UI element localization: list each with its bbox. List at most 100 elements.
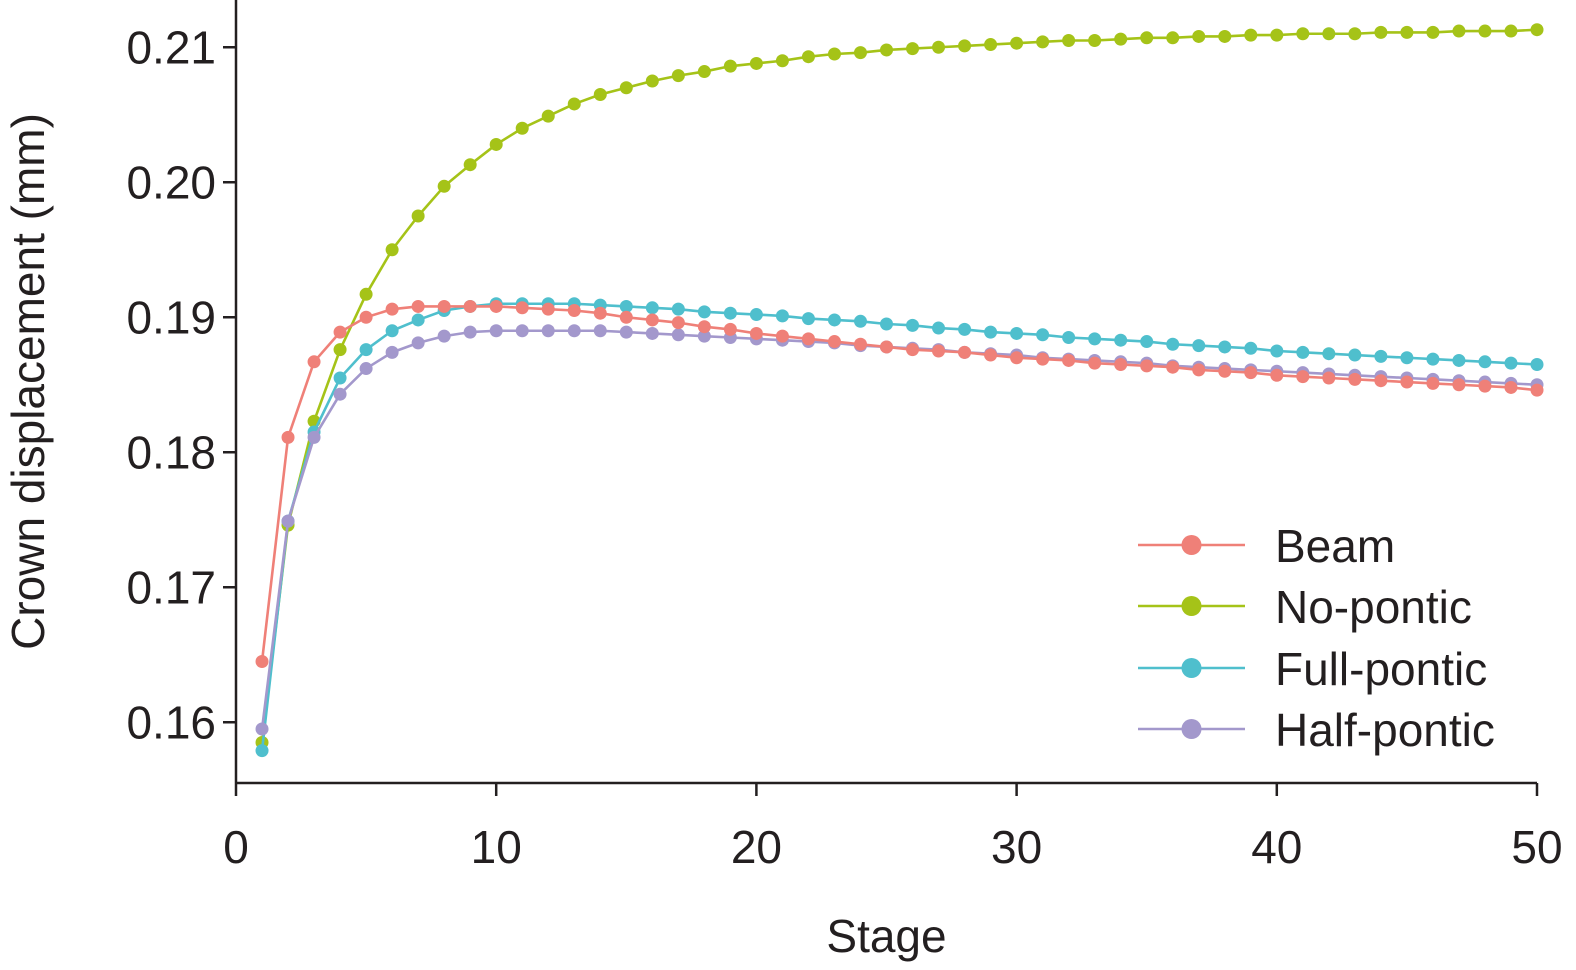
x-axis-ticks: 0 10 20 30 40 50 <box>223 783 1563 873</box>
data-point-no-pontic <box>1452 24 1466 38</box>
data-point-no-pontic <box>359 287 373 301</box>
data-point-no-pontic <box>801 50 815 64</box>
data-point-beam <box>1400 375 1414 389</box>
axes <box>234 0 1537 785</box>
x-axis-title: Stage <box>826 910 946 962</box>
series-no-pontic <box>255 23 1544 749</box>
legend-marker <box>1181 719 1202 739</box>
data-point-beam <box>932 344 946 358</box>
data-point-full-pontic <box>801 312 815 326</box>
data-point-no-pontic <box>1192 29 1206 43</box>
data-point-no-pontic <box>1088 34 1102 47</box>
data-point-no-pontic <box>411 209 425 223</box>
data-point-full-pontic <box>1348 348 1362 362</box>
data-point-beam <box>1296 370 1310 384</box>
data-point-beam <box>333 325 347 339</box>
data-point-full-pontic <box>333 371 347 385</box>
legend-item-no-pontic: No-pontic <box>1138 581 1472 633</box>
data-point-beam <box>1062 353 1076 367</box>
data-point-no-pontic <box>385 243 399 257</box>
data-point-beam <box>281 430 295 444</box>
data-point-beam <box>1452 378 1466 392</box>
data-point-half-pontic <box>567 324 581 338</box>
data-point-full-pontic <box>853 314 867 328</box>
data-point-full-pontic <box>1166 337 1180 351</box>
legend-item-beam: Beam <box>1138 520 1395 572</box>
data-point-no-pontic <box>697 65 711 79</box>
y-tick-label: 0.20 <box>126 156 216 208</box>
data-point-full-pontic <box>723 306 737 320</box>
data-point-no-pontic <box>1426 25 1440 39</box>
data-point-full-pontic <box>1504 356 1518 370</box>
data-point-full-pontic <box>1010 326 1024 340</box>
data-point-full-pontic <box>1244 341 1258 355</box>
data-point-half-pontic <box>437 329 451 343</box>
data-point-full-pontic <box>1296 345 1310 359</box>
data-point-beam <box>1530 383 1544 397</box>
data-point-beam <box>1244 366 1258 380</box>
data-point-no-pontic <box>1062 34 1076 47</box>
data-point-beam <box>671 316 685 330</box>
data-point-beam <box>645 313 659 327</box>
data-point-full-pontic <box>1192 339 1206 353</box>
data-point-beam <box>1426 376 1440 390</box>
data-point-no-pontic <box>1010 36 1024 50</box>
data-point-beam <box>1192 363 1206 377</box>
data-point-half-pontic <box>619 325 633 339</box>
data-point-full-pontic <box>906 318 920 332</box>
data-point-half-pontic <box>515 324 529 338</box>
legend-label: No-pontic <box>1275 581 1472 633</box>
plot-series <box>255 23 1544 758</box>
data-point-beam <box>906 343 920 357</box>
data-point-full-pontic <box>671 302 685 316</box>
data-point-half-pontic <box>463 325 477 339</box>
data-point-half-pontic <box>489 324 503 338</box>
data-point-no-pontic <box>1140 31 1154 45</box>
data-point-beam <box>619 310 633 324</box>
data-point-no-pontic <box>1478 24 1492 38</box>
data-point-no-pontic <box>1166 31 1180 45</box>
data-point-full-pontic <box>958 322 972 336</box>
data-point-beam <box>1348 372 1362 386</box>
data-point-full-pontic <box>932 321 946 335</box>
data-point-beam <box>1218 364 1232 378</box>
data-point-no-pontic <box>827 47 841 61</box>
data-point-no-pontic <box>1270 28 1284 42</box>
legend-marker <box>1181 596 1202 616</box>
x-tick-label: 30 <box>991 821 1042 873</box>
data-point-full-pontic <box>1088 332 1102 346</box>
legend-marker <box>1181 658 1202 678</box>
series-line-no-pontic <box>260 28 1538 743</box>
data-point-full-pontic <box>411 313 425 327</box>
data-point-beam <box>880 340 893 354</box>
data-point-beam <box>255 655 269 668</box>
data-point-half-pontic <box>307 430 321 444</box>
x-tick-label: 10 <box>471 821 522 873</box>
data-point-beam <box>853 337 867 351</box>
series-beam <box>255 299 1544 668</box>
data-point-no-pontic <box>880 43 893 57</box>
data-point-no-pontic <box>1348 27 1362 41</box>
data-point-no-pontic <box>541 109 555 123</box>
data-point-no-pontic <box>853 46 867 60</box>
data-point-no-pontic <box>463 158 477 172</box>
data-point-no-pontic <box>1036 35 1050 49</box>
data-point-beam <box>749 326 763 340</box>
x-tick-label: 40 <box>1251 821 1302 873</box>
data-point-beam <box>1010 351 1024 365</box>
data-point-no-pontic <box>1400 25 1414 39</box>
data-point-beam <box>385 302 399 316</box>
data-point-beam <box>958 345 972 359</box>
data-point-no-pontic <box>906 42 920 56</box>
data-point-no-pontic <box>1374 25 1388 39</box>
data-point-half-pontic <box>333 387 347 401</box>
data-point-full-pontic <box>775 309 789 323</box>
data-point-full-pontic <box>880 317 893 331</box>
data-point-beam <box>1478 379 1492 393</box>
data-point-no-pontic <box>567 97 581 111</box>
data-point-beam <box>1088 356 1102 370</box>
y-tick-label: 0.18 <box>126 426 216 478</box>
data-point-no-pontic <box>1504 24 1518 38</box>
data-point-beam <box>307 355 321 369</box>
